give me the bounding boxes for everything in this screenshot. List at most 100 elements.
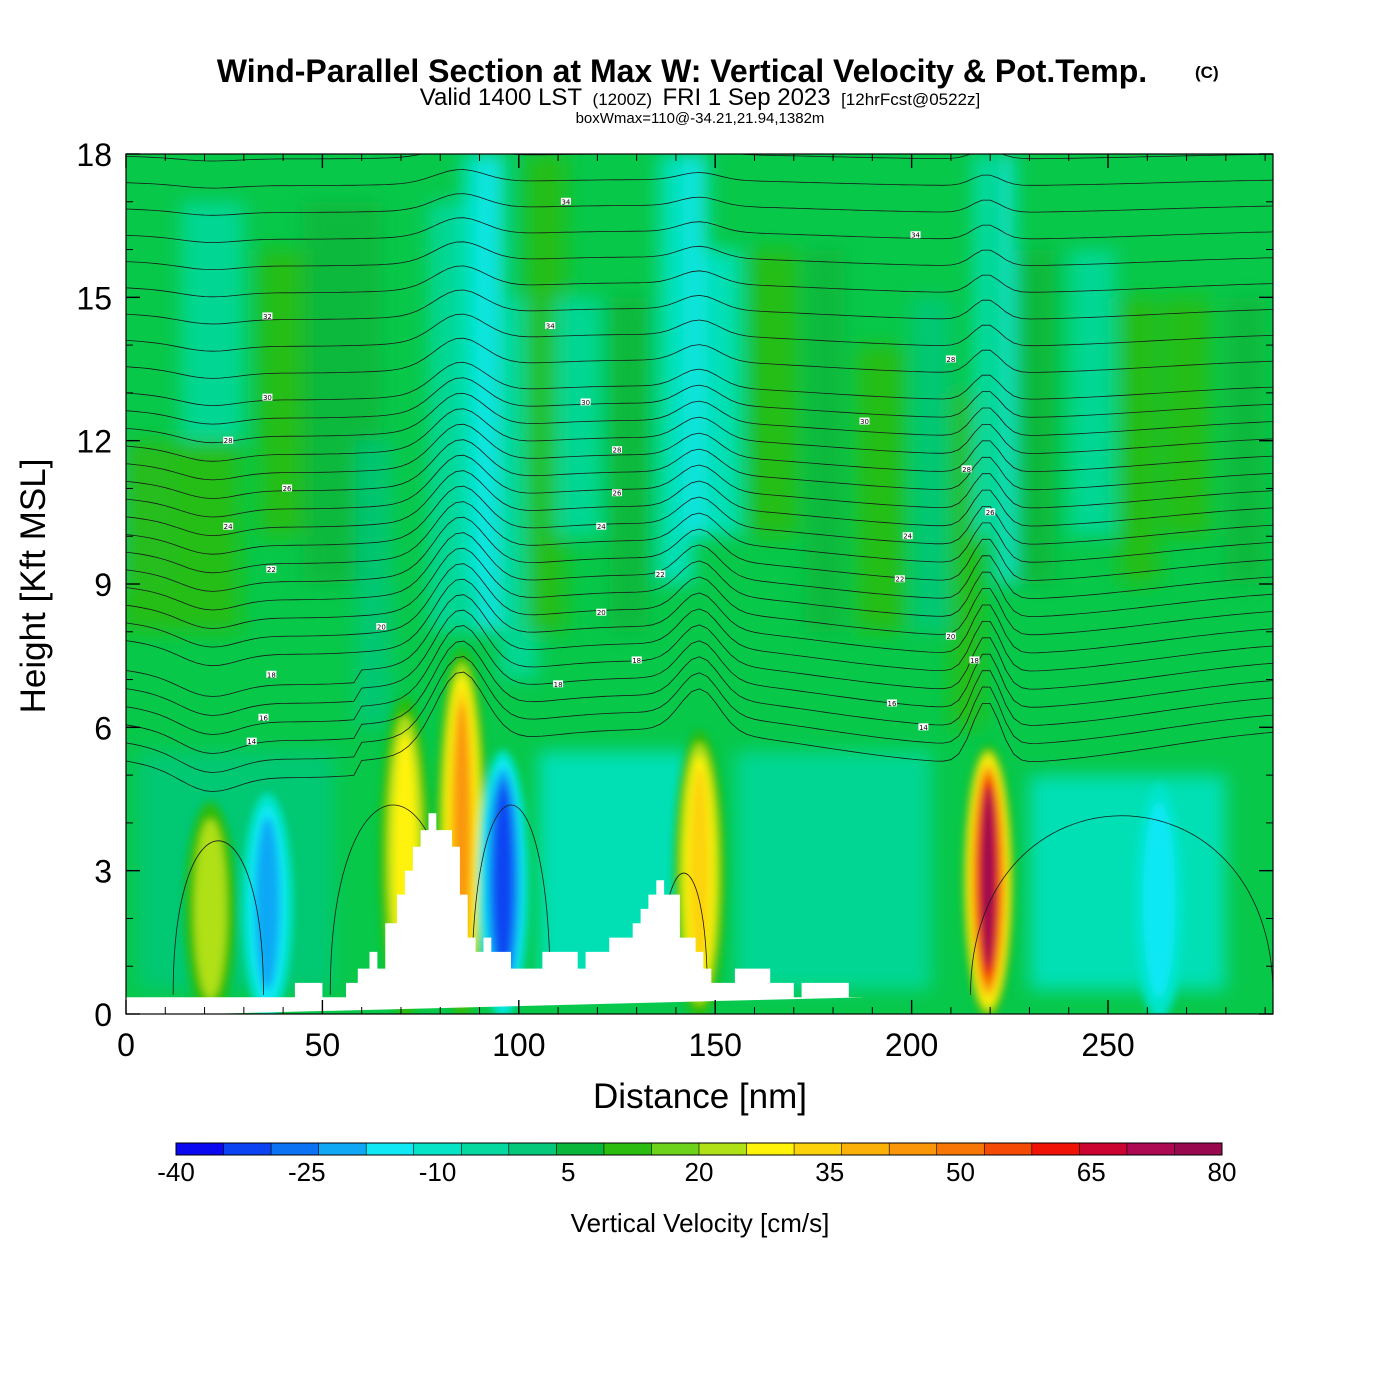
theta-label-box [945,355,956,363]
y-tick-label: 0 [94,997,112,1033]
theta-contour-line [126,408,1273,462]
theta-label: 16 [888,700,897,708]
x-axis: 0 50 100 150 200 250 [117,154,1266,1063]
theta-contour-line [126,609,1273,716]
valid-time-line: Valid 1400 LST (1200Z) FRI 1 Sep 2023 [1… [420,84,980,111]
colorbar-swatch [1079,1143,1128,1155]
theta-label-box [945,632,956,640]
theta-label-box [910,231,921,239]
colorbar-tick-label: 35 [815,1157,844,1187]
colorbar-swatch [1126,1143,1175,1155]
theta-label-box [902,532,913,540]
x-tick-label: 200 [885,1027,938,1063]
colorbar-tick-label: -40 [157,1157,195,1187]
theta-label-box [655,570,666,578]
theta-contour-line [126,337,1273,379]
theta-contour-line [126,578,1273,667]
theta-contour-line [126,485,1273,555]
theta-label: 24 [903,533,912,541]
theta-label: 34 [546,323,555,331]
colorbar-label: Vertical Velocity [cm/s] [571,1208,830,1238]
colorbar-tick-label: 20 [685,1157,714,1187]
valid-date: FRI 1 Sep 2023 [663,84,831,111]
theta-label: 18 [970,657,979,665]
theta-label: 18 [554,681,563,689]
theta-contour-line [126,656,1273,773]
box-wmax-info: boxWmax=110@-34.21,21.94,1382m [576,110,825,127]
x-axis-label: Distance [nm] [593,1077,807,1116]
colorbar-swatch [794,1143,843,1155]
theta-label: 30 [581,399,590,407]
forecast-info: [12hrFcst@0522z] [841,90,980,109]
updraft-core [689,768,710,975]
field-band [734,751,932,991]
colorbar-swatch [603,1143,652,1155]
colorbar-swatch [556,1143,605,1155]
theta-label-box [223,436,234,444]
x-tick-label: 50 [305,1027,341,1063]
theta-label-box [580,398,591,406]
colorbar-tick-label: 5 [561,1157,575,1187]
colorbar [175,1142,1223,1156]
field-band [805,249,845,632]
colorbar-swatch [366,1143,415,1155]
theta-label-box [596,522,607,530]
theta-contour-line [126,532,1273,611]
theta-contour-line [126,439,1273,499]
theta-contour-line [126,640,1273,754]
colorbar-swatch [841,1143,890,1155]
theta-contour-line [126,470,1273,537]
colorbar-tick-label: -10 [419,1157,457,1187]
theta-label: 16 [259,714,268,722]
theta-label-box [246,737,257,745]
y-tick-label: 6 [94,710,112,746]
theta-label: 20 [377,624,386,632]
colorbar-swatch [271,1143,320,1155]
theta-label: 14 [919,724,928,732]
theta-label-box [961,465,972,473]
colorbar-swatch [508,1143,557,1155]
field-band [180,201,244,441]
theta-label: 28 [962,466,971,474]
y-tick-label: 18 [76,137,112,173]
theta-contour-line [126,563,1273,648]
theta-contour-line [126,217,1273,243]
theta-label: 22 [267,566,276,574]
theta-contour-line [126,265,1273,298]
theta-label: 30 [860,418,869,426]
y-tick-label: 9 [94,567,112,603]
field-band [998,154,1014,584]
theta-label-box [859,417,870,425]
field-band [355,440,392,728]
theta-label: 28 [224,437,233,445]
colorbar-swatch [413,1143,462,1155]
x-tick-label: 250 [1081,1027,1134,1063]
theta-label-box [282,484,293,492]
copyright-mark: (C) [1195,63,1219,82]
colorbar-swatch [936,1143,985,1155]
theta-contour-line [126,423,1273,481]
theta-label-box [262,393,273,401]
theta-label: 20 [946,633,955,641]
colorbar-swatch [651,1143,700,1155]
theta-contour-line [172,840,264,995]
y-tick-label: 15 [76,280,112,316]
theta-label-box [918,723,929,731]
theta-label: 24 [597,523,606,531]
theta-contour-line [126,154,1273,162]
theta-contour-line [126,361,1273,407]
theta-label: 18 [632,657,641,665]
theta-label: 22 [656,571,665,579]
theta-label-box [612,489,623,497]
theta-label: 28 [613,447,622,455]
theta-contour-line [126,169,1273,189]
colorbar-ticks: -40 -25 -10 5 20 35 50 65 80 [157,1157,1236,1187]
colorbar-swatch [461,1143,510,1155]
field-band [750,249,798,537]
theta-contour-line [126,671,1273,792]
theta-contour-line [126,241,1273,271]
theta-label: 14 [247,738,256,746]
field-bands [126,154,1266,991]
theta-label: 28 [946,356,955,364]
field-band [126,440,240,632]
